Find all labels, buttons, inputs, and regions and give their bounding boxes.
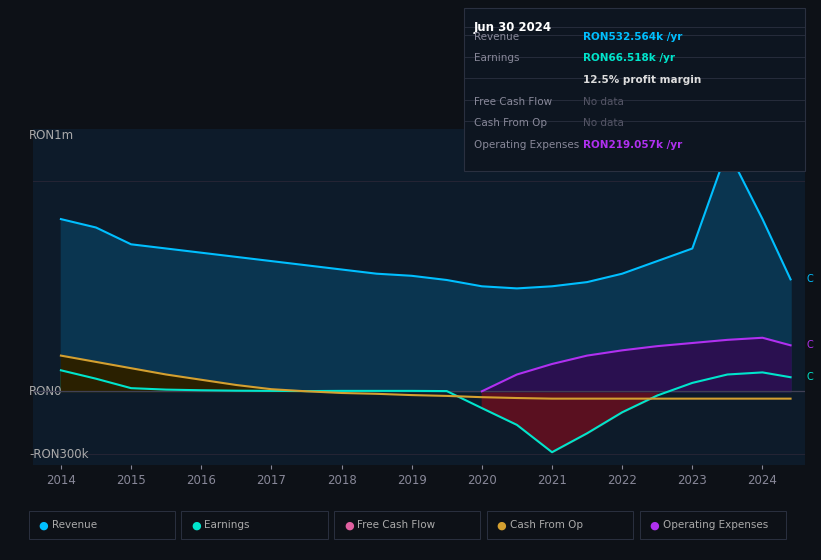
Text: Revenue: Revenue [474, 32, 519, 42]
Text: 12.5% profit margin: 12.5% profit margin [583, 75, 701, 85]
Text: Operating Expenses: Operating Expenses [474, 139, 579, 150]
Text: ●: ● [649, 520, 659, 530]
Text: Operating Expenses: Operating Expenses [663, 520, 768, 530]
Text: RON66.518k /yr: RON66.518k /yr [583, 53, 675, 63]
Text: C: C [807, 372, 814, 382]
Text: Cash From Op: Cash From Op [510, 520, 583, 530]
Text: ●: ● [191, 520, 201, 530]
Text: C: C [807, 274, 814, 284]
Text: No data: No data [583, 96, 624, 106]
Text: ●: ● [39, 520, 48, 530]
Text: RON532.564k /yr: RON532.564k /yr [583, 32, 682, 42]
Text: Revenue: Revenue [52, 520, 97, 530]
Text: RON1m: RON1m [29, 129, 74, 142]
Text: ●: ● [344, 520, 354, 530]
Text: Jun 30 2024: Jun 30 2024 [474, 21, 552, 34]
Text: Earnings: Earnings [474, 53, 519, 63]
Text: Free Cash Flow: Free Cash Flow [357, 520, 435, 530]
Text: Cash From Op: Cash From Op [474, 118, 547, 128]
Text: No data: No data [583, 118, 624, 128]
Text: RON0: RON0 [29, 385, 62, 398]
Text: Earnings: Earnings [204, 520, 250, 530]
Text: C: C [807, 340, 814, 351]
Text: ●: ● [497, 520, 507, 530]
Text: RON219.057k /yr: RON219.057k /yr [583, 139, 682, 150]
Text: Free Cash Flow: Free Cash Flow [474, 96, 552, 106]
Text: -RON300k: -RON300k [29, 448, 89, 461]
